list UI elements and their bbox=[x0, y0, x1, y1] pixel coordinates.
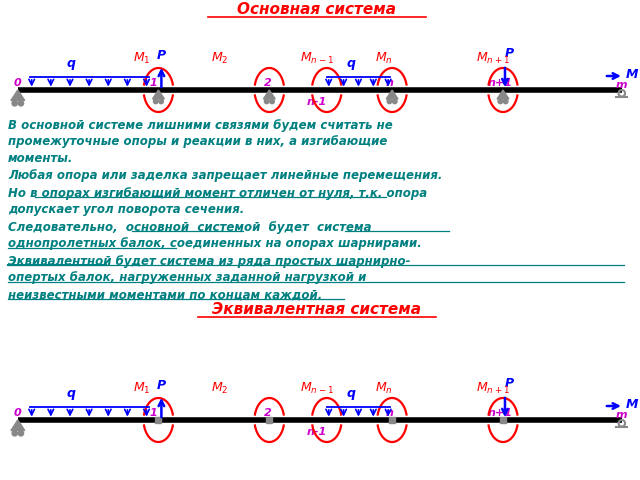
Text: Следовательно,  основной  системой  будет  система: Следовательно, основной системой будет с… bbox=[8, 220, 371, 233]
Text: q: q bbox=[347, 387, 356, 400]
Bar bbox=[156, 417, 161, 423]
Text: 0: 0 bbox=[14, 78, 22, 88]
Text: q: q bbox=[67, 57, 76, 70]
Text: допускает угол поворота сечения.: допускает угол поворота сечения. bbox=[8, 204, 244, 216]
Circle shape bbox=[19, 101, 24, 106]
Circle shape bbox=[504, 99, 508, 104]
Bar bbox=[389, 417, 395, 423]
Text: P: P bbox=[157, 379, 166, 392]
Text: однопролетных балок, соединенных на опорах шарнирами.: однопролетных балок, соединенных на опор… bbox=[8, 238, 422, 251]
Circle shape bbox=[12, 431, 17, 436]
Text: 2: 2 bbox=[264, 408, 271, 418]
Circle shape bbox=[264, 99, 269, 104]
Text: n+1: n+1 bbox=[488, 78, 513, 88]
Text: M: M bbox=[626, 68, 638, 81]
Text: n: n bbox=[385, 408, 393, 418]
Text: опертых балок, нагруженных заданной нагрузкой и: опертых балок, нагруженных заданной нагр… bbox=[8, 272, 366, 285]
Polygon shape bbox=[386, 90, 398, 99]
Text: $M_n$: $M_n$ bbox=[375, 51, 393, 66]
Polygon shape bbox=[497, 90, 509, 99]
Bar bbox=[266, 417, 272, 423]
Circle shape bbox=[12, 101, 17, 106]
Text: m: m bbox=[616, 410, 628, 420]
Polygon shape bbox=[11, 420, 25, 431]
Text: n-1: n-1 bbox=[307, 97, 327, 107]
Text: $M_{n-1}$: $M_{n-1}$ bbox=[300, 381, 333, 396]
Text: Эквивалентная система: Эквивалентная система bbox=[212, 302, 421, 317]
Text: неизвестными моментами по концам каждой.: неизвестными моментами по концам каждой. bbox=[8, 288, 322, 301]
Text: В основной системе лишними связями будем считать не: В основной системе лишними связями будем… bbox=[8, 119, 393, 132]
Text: Любая опора или заделка запрещает линейные перемещения.: Любая опора или заделка запрещает линейн… bbox=[8, 169, 442, 182]
Text: M: M bbox=[626, 397, 638, 410]
Text: Но в опорах изгибающий момент отличен от нуля, т.к. опора: Но в опорах изгибающий момент отличен от… bbox=[8, 187, 427, 200]
Circle shape bbox=[269, 99, 275, 104]
Circle shape bbox=[392, 99, 397, 104]
Circle shape bbox=[387, 99, 392, 104]
Text: $M_n$: $M_n$ bbox=[375, 381, 393, 396]
Text: $M_2$: $M_2$ bbox=[211, 381, 228, 396]
Text: $M_{n+1}$: $M_{n+1}$ bbox=[476, 381, 510, 396]
Circle shape bbox=[19, 431, 24, 436]
Polygon shape bbox=[264, 90, 275, 99]
Text: n-1: n-1 bbox=[307, 427, 327, 437]
Text: P: P bbox=[505, 377, 514, 390]
Text: q: q bbox=[67, 387, 76, 400]
Text: $M_{n-1}$: $M_{n-1}$ bbox=[300, 51, 333, 66]
Text: 1: 1 bbox=[150, 408, 157, 418]
Circle shape bbox=[154, 99, 158, 104]
Text: P: P bbox=[157, 49, 166, 62]
Circle shape bbox=[159, 99, 163, 104]
Text: $M_1$: $M_1$ bbox=[133, 381, 150, 396]
Text: 0: 0 bbox=[14, 408, 22, 418]
Text: n: n bbox=[385, 78, 393, 88]
Text: Эквивалентной будет система из ряда простых шарнирно-: Эквивалентной будет система из ряда прос… bbox=[8, 254, 410, 267]
Text: $M_{n+1}$: $M_{n+1}$ bbox=[476, 51, 510, 66]
Text: q: q bbox=[347, 57, 356, 70]
Text: 2: 2 bbox=[264, 78, 271, 88]
Polygon shape bbox=[152, 90, 164, 99]
Text: 1: 1 bbox=[150, 78, 157, 88]
Circle shape bbox=[498, 99, 502, 104]
Polygon shape bbox=[11, 90, 25, 100]
Text: Основная система: Основная система bbox=[237, 2, 396, 17]
Text: n+1: n+1 bbox=[488, 408, 513, 418]
Text: P: P bbox=[505, 47, 514, 60]
Bar bbox=[500, 417, 506, 423]
Text: m: m bbox=[616, 80, 628, 90]
Text: промежуточные опоры и реакции в них, а изгибающие: промежуточные опоры и реакции в них, а и… bbox=[8, 135, 387, 148]
Text: $M_2$: $M_2$ bbox=[211, 51, 228, 66]
Text: $M_1$: $M_1$ bbox=[133, 51, 150, 66]
Text: моменты.: моменты. bbox=[8, 153, 74, 166]
